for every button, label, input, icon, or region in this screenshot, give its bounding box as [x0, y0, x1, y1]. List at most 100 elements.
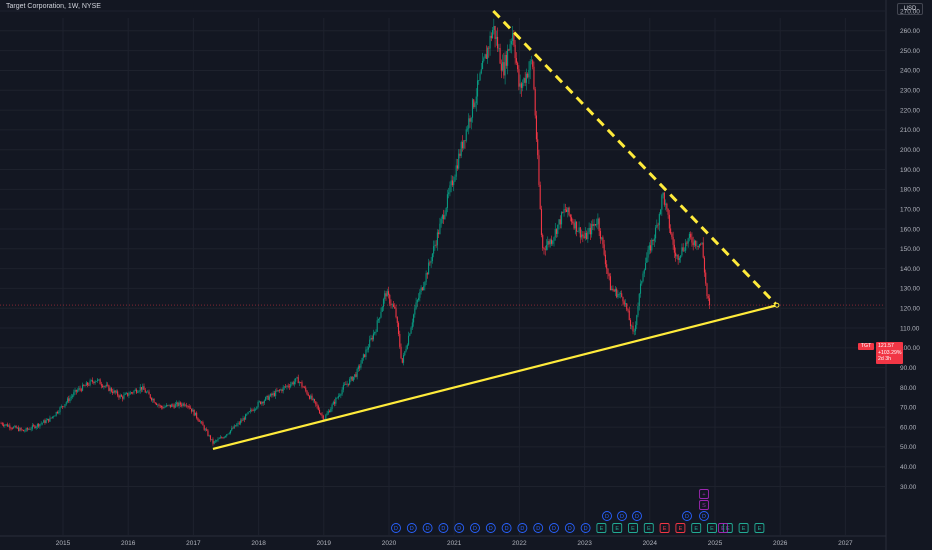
candle-body [44, 420, 46, 423]
candle-body [182, 403, 184, 406]
candle-body [370, 337, 372, 340]
candle-body [21, 429, 23, 431]
candle-body [171, 404, 173, 407]
candle-body [265, 397, 267, 401]
candle-body [591, 224, 593, 235]
candle-body [29, 429, 31, 430]
candle-body [282, 387, 284, 392]
candle-body [167, 405, 169, 406]
candle-body [112, 391, 114, 394]
candle-body [480, 69, 482, 74]
candle-body [197, 417, 199, 421]
candle-body [105, 384, 107, 387]
candle-body [60, 406, 62, 408]
candle-body [673, 244, 675, 253]
candle-body [525, 73, 527, 83]
svg-text:D: D [489, 526, 493, 532]
candle-body [192, 409, 194, 412]
candle-body [592, 224, 594, 226]
earnings-marker: E [612, 523, 623, 533]
candle-body [503, 62, 505, 76]
currency-button[interactable]: USD [897, 3, 923, 15]
candle-body [261, 401, 263, 405]
candle-body [380, 311, 382, 318]
candle-body [435, 244, 437, 246]
candle-body [181, 404, 183, 406]
candle-body [499, 48, 501, 64]
candle-body [357, 366, 359, 369]
candle-body [28, 429, 30, 430]
candle-body [367, 347, 369, 350]
candle-body [317, 406, 319, 410]
candle-body [11, 428, 13, 429]
svg-text:D: D [505, 526, 509, 532]
candle-body [352, 376, 354, 381]
candle-body [454, 176, 456, 182]
candle-body [211, 439, 213, 440]
candle-body [75, 389, 77, 392]
candle-body [308, 395, 311, 399]
price-tick-label: 80.00 [900, 385, 917, 392]
candle-body [533, 66, 535, 90]
svg-text:E: E [647, 526, 651, 532]
candle-body [212, 439, 214, 444]
time-tick-label: 2019 [317, 540, 332, 547]
candle-body [387, 291, 390, 295]
candle-body [48, 418, 50, 422]
candle-body [68, 398, 70, 402]
svg-text:E: E [663, 526, 667, 532]
candle-body [276, 390, 278, 392]
candle-body [633, 331, 635, 332]
candle-body [39, 424, 41, 427]
candle-body [563, 209, 565, 213]
candle-body [549, 239, 551, 245]
candle-body [310, 395, 312, 399]
candle-body [198, 420, 200, 422]
candle-body [168, 404, 170, 406]
candle-body [470, 117, 472, 122]
candle-body [124, 393, 126, 395]
candle-body [565, 209, 568, 213]
candle-body [114, 390, 116, 393]
candle-body [434, 244, 436, 247]
svg-text:D: D [568, 526, 572, 532]
candle-body [381, 306, 383, 312]
candle-body [594, 224, 596, 226]
candle-body [651, 239, 653, 251]
price-tag-price: 121.57 [878, 343, 894, 349]
chart-title: Target Corporation, 1W, NYSE [6, 3, 101, 10]
candle-body [686, 242, 688, 244]
candle-body [83, 384, 85, 386]
candle-body [450, 180, 452, 186]
candle-body [30, 428, 32, 430]
candle-body [392, 304, 395, 307]
candle-body [250, 409, 252, 412]
candle-body [589, 227, 591, 235]
candle-body [272, 393, 274, 396]
candle-body [624, 303, 627, 305]
candle-body [88, 385, 90, 386]
candle-body [354, 374, 356, 377]
dividend-marker: D [438, 523, 449, 533]
candle-body [461, 142, 464, 149]
candle-body [239, 420, 242, 424]
svg-text:+: + [702, 492, 705, 498]
candle-body [700, 244, 702, 245]
candle-body [692, 242, 694, 246]
time-tick-label: 2016 [121, 540, 136, 547]
candle-body [193, 409, 195, 416]
candle-body [636, 315, 638, 326]
candle-body [271, 393, 273, 396]
last-price-tag: TGT 121.57 +103.29% 2d 3h [858, 342, 903, 364]
candle-body [283, 386, 285, 388]
candle-body [132, 392, 134, 394]
candle-body [142, 386, 144, 390]
candle-body [646, 257, 648, 263]
candle-body [487, 47, 489, 59]
candle-body [229, 430, 232, 434]
candle-body [402, 355, 405, 363]
candle-body [508, 49, 510, 51]
candle-body [426, 273, 428, 275]
candle-body [0, 423, 2, 424]
